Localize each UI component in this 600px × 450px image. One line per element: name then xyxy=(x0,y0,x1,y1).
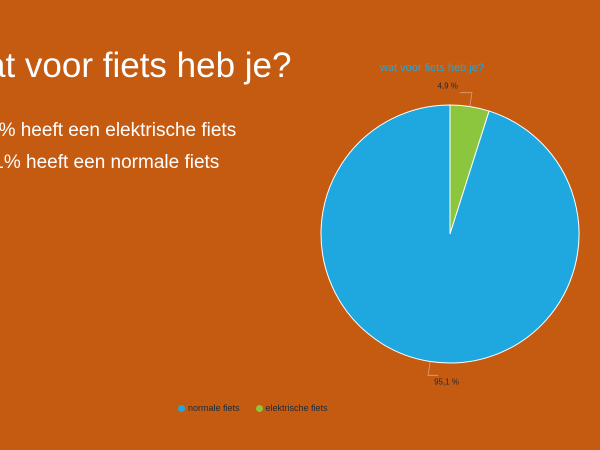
slide-title: at voor fiets heb je? xyxy=(0,46,292,85)
bullet-normal: .1% heeft een normale fiets xyxy=(0,152,220,173)
chart-legend: normale fiets elektrische fiets xyxy=(178,403,328,413)
legend-item-electric: elektrische fiets xyxy=(255,403,328,413)
legend-item-normal: normale fiets xyxy=(178,403,240,413)
data-label-normal-leader xyxy=(427,361,439,376)
bullet-electric: 9% heeft een elektrische fiets xyxy=(0,120,237,141)
legend-label-electric: elektrische fiets xyxy=(265,403,328,413)
legend-dot-normal xyxy=(178,404,185,412)
bullet-list: 9% heeft een elektrische fiets .1% heeft… xyxy=(0,120,236,184)
legend-dot-electric xyxy=(255,404,263,412)
data-label-normal: 95,1 % xyxy=(434,377,459,386)
data-label-electric: 4,9 % xyxy=(437,82,457,91)
legend-label-normal: normale fiets xyxy=(188,403,240,413)
slice-normal xyxy=(320,104,580,364)
chart-title: wat voor fiets heb je? xyxy=(380,62,484,74)
data-label-electric-leader xyxy=(459,92,473,107)
